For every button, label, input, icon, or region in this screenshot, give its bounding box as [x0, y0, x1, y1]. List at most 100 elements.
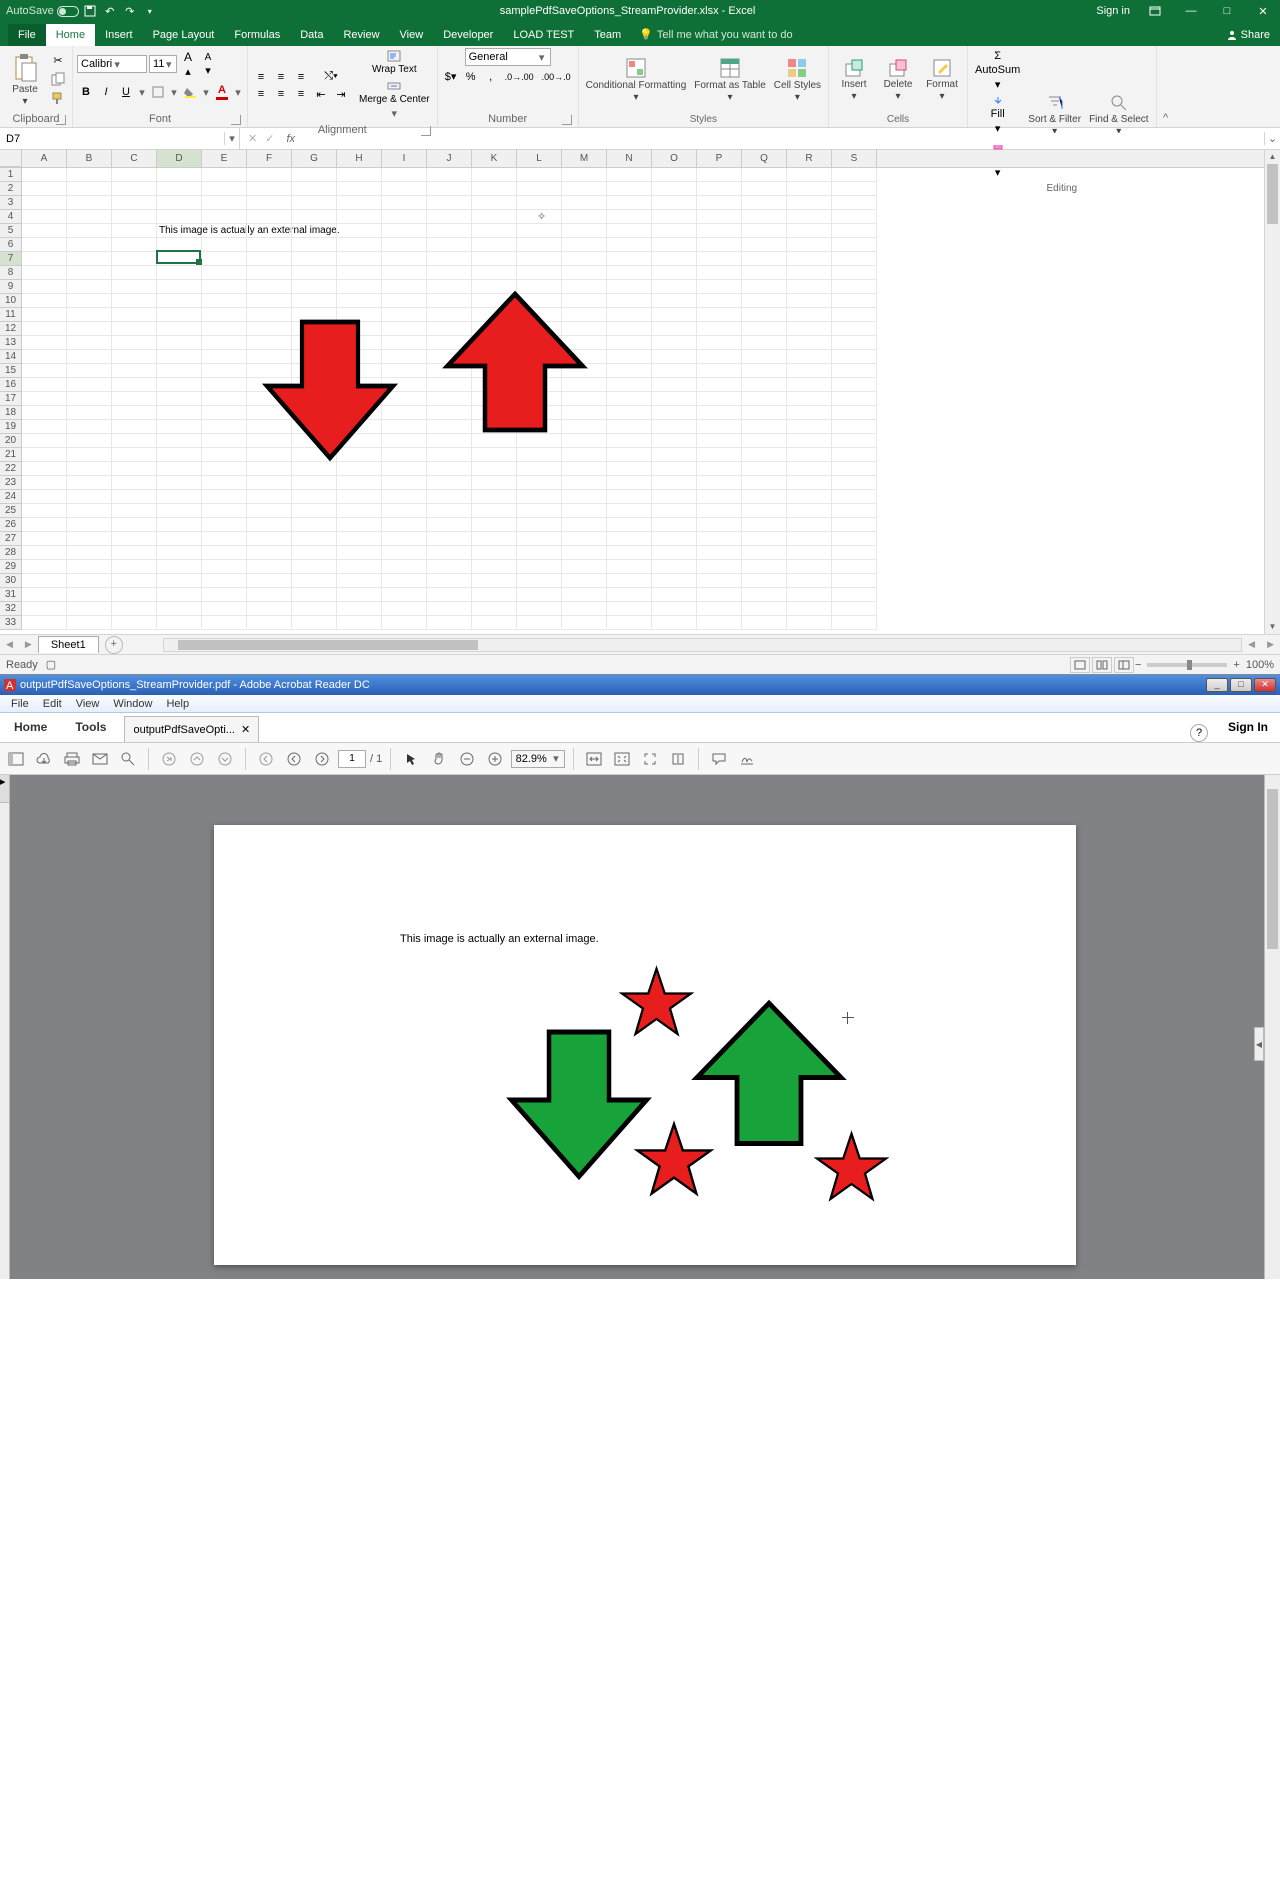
format-cells-button[interactable]: Format▾: [921, 56, 963, 104]
currency-icon[interactable]: $▾: [442, 68, 460, 85]
add-sheet-icon[interactable]: +: [105, 636, 123, 654]
conditional-formatting-button[interactable]: Conditional Formatting▾: [583, 55, 690, 105]
tab-home[interactable]: Home: [46, 24, 95, 46]
collapse-ribbon-icon[interactable]: ^: [1157, 112, 1175, 127]
increase-indent-icon[interactable]: ⇥: [332, 86, 350, 103]
number-format-select[interactable]: General▾: [465, 48, 551, 66]
tab-page-layout[interactable]: Page Layout: [143, 24, 225, 46]
tab-developer[interactable]: Developer: [433, 24, 503, 46]
minimize-icon[interactable]: —: [1180, 0, 1202, 22]
view-pagebreak-icon[interactable]: [1114, 657, 1134, 673]
font-color-icon[interactable]: A: [213, 82, 231, 102]
italic-button[interactable]: I: [97, 84, 115, 100]
read-mode-icon[interactable]: [666, 747, 690, 771]
horizontal-scrollbar[interactable]: [163, 638, 1242, 652]
insert-cells-button[interactable]: Insert▾: [833, 56, 875, 104]
page-up-icon[interactable]: [185, 747, 209, 771]
acro-minimize-icon[interactable]: _: [1206, 678, 1228, 692]
sort-filter-button[interactable]: Sort & Filter▾: [1025, 91, 1084, 139]
paste-button[interactable]: Paste ▾: [4, 51, 46, 109]
grid[interactable]: ABCDEFGHIJKLMNOPQRS12345This image is ac…: [0, 150, 1264, 634]
align-center-icon[interactable]: ≡: [272, 86, 290, 102]
comma-icon[interactable]: ,: [482, 69, 500, 85]
font-dialog-icon[interactable]: [231, 115, 241, 125]
fit-width-icon[interactable]: [582, 747, 606, 771]
zoom-slider[interactable]: [1147, 663, 1227, 667]
underline-button[interactable]: U: [117, 84, 135, 100]
tab-team[interactable]: Team: [584, 24, 631, 46]
nav-prev-round-icon[interactable]: [254, 747, 278, 771]
menu-view[interactable]: View: [69, 698, 107, 710]
zoom-in-icon[interactable]: +: [1233, 659, 1239, 671]
tools-pane-toggle-icon[interactable]: ◀: [1254, 1027, 1264, 1061]
cut-icon[interactable]: ✂: [48, 52, 68, 69]
align-right-icon[interactable]: ≡: [292, 86, 310, 102]
view-normal-icon[interactable]: [1070, 657, 1090, 673]
close-icon[interactable]: ✕: [1252, 0, 1274, 22]
sheet-nav-next-icon[interactable]: ▶: [19, 639, 38, 650]
zoom-out-tool-icon[interactable]: [455, 747, 479, 771]
align-middle-icon[interactable]: ≡: [272, 69, 290, 85]
acro-maximize-icon[interactable]: □: [1230, 678, 1252, 692]
autosum-button[interactable]: Σ AutoSum ▾: [972, 48, 1023, 93]
tab-formulas[interactable]: Formulas: [224, 24, 290, 46]
acro-vertical-scrollbar[interactable]: [1264, 775, 1280, 1279]
redo-icon[interactable]: ↷: [121, 2, 139, 20]
wrap-text-button[interactable]: Wrap Text: [356, 48, 433, 77]
undo-icon[interactable]: ↶: [101, 2, 119, 20]
increase-decimal-icon[interactable]: .0→.00: [502, 70, 537, 84]
font-size-select[interactable]: 11▾: [149, 55, 177, 73]
fullscreen-icon[interactable]: [638, 747, 662, 771]
decrease-decimal-icon[interactable]: .00→.0: [539, 70, 574, 84]
find-select-button[interactable]: Find & Select▾: [1086, 91, 1151, 139]
grow-font-icon[interactable]: A▴: [179, 48, 197, 80]
alignment-dialog-icon[interactable]: [421, 126, 431, 136]
name-box-input[interactable]: [0, 133, 224, 145]
share-button[interactable]: Share: [1216, 24, 1280, 46]
cloud-icon[interactable]: [32, 747, 56, 771]
sheet-nav-prev-icon[interactable]: ◀: [0, 639, 19, 650]
align-left-icon[interactable]: ≡: [252, 86, 270, 102]
fit-page-icon[interactable]: [610, 747, 634, 771]
merge-center-button[interactable]: Merge & Center▾: [356, 78, 433, 122]
sign-icon[interactable]: [735, 747, 759, 771]
vertical-scrollbar[interactable]: ▲ ▼: [1264, 150, 1280, 634]
zoom-in-tool-icon[interactable]: [483, 747, 507, 771]
nav-rail[interactable]: ▸: [0, 775, 10, 1279]
document-tab[interactable]: outputPdfSaveOpti...✕: [124, 716, 259, 742]
border-icon[interactable]: [149, 84, 167, 100]
comment-icon[interactable]: [707, 747, 731, 771]
page-up-first-icon[interactable]: [157, 747, 181, 771]
align-top-icon[interactable]: ≡: [252, 69, 270, 85]
percent-icon[interactable]: %: [462, 69, 480, 85]
nav-rail-handle-icon[interactable]: ▸: [0, 775, 9, 803]
view-layout-icon[interactable]: [1092, 657, 1112, 673]
help-icon[interactable]: ?: [1190, 724, 1208, 742]
clipboard-dialog-icon[interactable]: [56, 115, 66, 125]
tab-review[interactable]: Review: [333, 24, 389, 46]
orientation-icon[interactable]: ⤭▾: [312, 68, 350, 85]
fill-color-icon[interactable]: [181, 84, 199, 100]
decrease-indent-icon[interactable]: ⇤: [312, 86, 330, 103]
nav-next-icon[interactable]: [310, 747, 334, 771]
font-name-select[interactable]: Calibri▾: [77, 55, 147, 73]
tab-file[interactable]: File: [8, 24, 46, 46]
save-icon[interactable]: [81, 2, 99, 20]
delete-cells-button[interactable]: Delete▾: [877, 56, 919, 104]
bold-button[interactable]: B: [77, 84, 95, 100]
cell-styles-button[interactable]: Cell Styles▾: [771, 55, 824, 105]
tell-me-box[interactable]: 💡 Tell me what you want to do: [631, 23, 800, 46]
page-number-input[interactable]: [338, 750, 366, 768]
pdf-page[interactable]: This image is actually an external image…: [214, 825, 1076, 1265]
format-as-table-button[interactable]: Format as Table▾: [691, 55, 769, 105]
sheet-tab[interactable]: Sheet1: [38, 636, 99, 653]
fill-button[interactable]: Fill ▾: [972, 94, 1023, 137]
menu-file[interactable]: File: [4, 698, 36, 710]
sidebar-toggle-icon[interactable]: [4, 747, 28, 771]
menu-help[interactable]: Help: [159, 698, 196, 710]
document-tab-close-icon[interactable]: ✕: [241, 723, 250, 736]
zoom-out-icon[interactable]: −: [1135, 659, 1141, 671]
name-box[interactable]: ▾: [0, 128, 240, 149]
signin-link[interactable]: Sign in: [1096, 5, 1130, 17]
search-icon[interactable]: [116, 747, 140, 771]
